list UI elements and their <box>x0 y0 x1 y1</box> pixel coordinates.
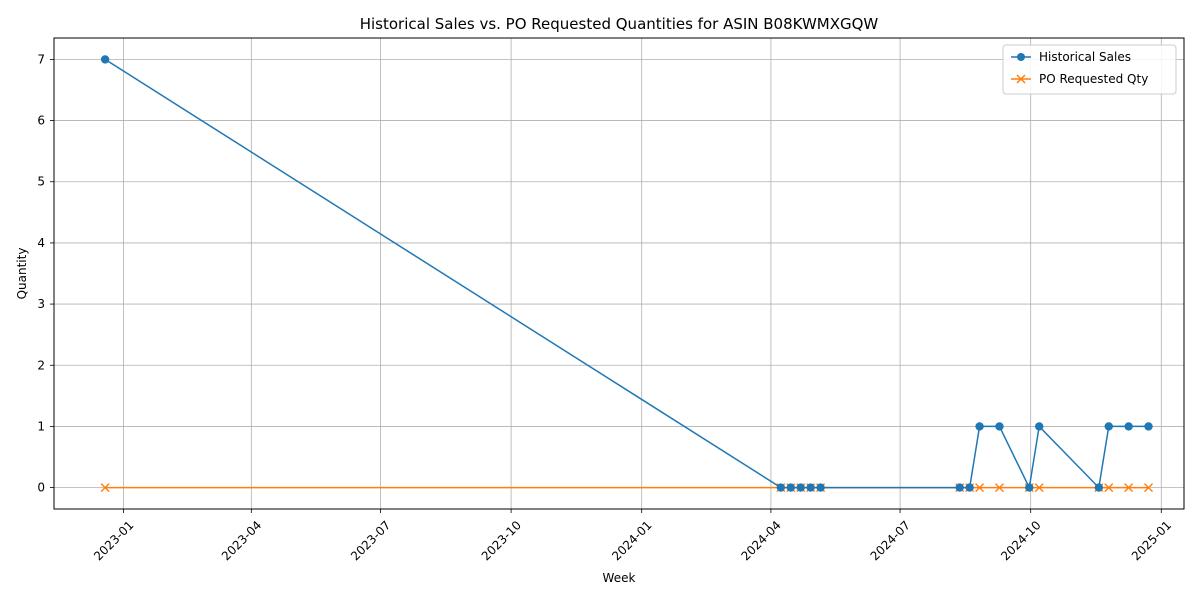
y-tick-label: 7 <box>37 52 45 66</box>
data-point-historical-sales <box>1094 483 1104 492</box>
data-point-historical-sales <box>816 483 825 492</box>
series-line-historical-sales <box>104 58 1149 491</box>
x-axis-label: Week <box>603 571 636 585</box>
data-point-historical-sales <box>995 422 1004 431</box>
data-point-historical-sales <box>975 422 984 431</box>
y-tick-label: 6 <box>37 114 45 128</box>
legend-label-po-requested: PO Requested Qty <box>1039 72 1148 86</box>
data-point-historical-sales <box>1144 422 1153 431</box>
series-layer <box>100 55 1154 493</box>
data-point-po-requested-qty <box>1124 483 1134 493</box>
data-point-po-requested-qty <box>994 483 1004 493</box>
data-point-historical-sales <box>1025 483 1034 492</box>
y-axis-label: Quantity <box>15 248 29 300</box>
legend-label-historical-sales: Historical Sales <box>1039 50 1131 64</box>
y-tick-label: 3 <box>37 297 45 311</box>
legend-marker-po-requested <box>1016 74 1026 84</box>
legend-box <box>1002 44 1177 95</box>
y-tick-label: 5 <box>37 175 45 189</box>
data-point-historical-sales <box>806 483 815 492</box>
data-point-historical-sales <box>786 483 795 492</box>
plot-frame <box>53 37 1185 510</box>
data-point-historical-sales <box>965 483 974 492</box>
data-point-po-requested-qty <box>1104 483 1114 493</box>
data-point-historical-sales <box>1124 422 1133 431</box>
data-point-historical-sales <box>776 483 786 492</box>
legend-marker-historical-sales <box>1017 53 1025 61</box>
data-point-historical-sales <box>1104 422 1113 431</box>
data-point-historical-sales <box>1035 422 1044 431</box>
data-point-po-requested-qty <box>975 483 985 493</box>
y-tick-label: 0 <box>37 481 45 495</box>
y-tick-label: 1 <box>37 419 45 433</box>
legend: Historical Sales PO Requested Qty <box>1002 44 1177 95</box>
chart-title: Historical Sales vs. PO Requested Quanti… <box>360 15 879 33</box>
data-point-historical-sales <box>796 483 805 492</box>
y-tick-label: 2 <box>37 358 45 372</box>
data-point-historical-sales <box>955 483 964 492</box>
data-point-po-requested-qty <box>100 483 110 493</box>
y-tick-label: 4 <box>37 236 45 250</box>
data-point-po-requested-qty <box>1034 483 1044 493</box>
data-point-po-requested-qty <box>1144 483 1154 493</box>
data-point-historical-sales <box>100 55 110 64</box>
